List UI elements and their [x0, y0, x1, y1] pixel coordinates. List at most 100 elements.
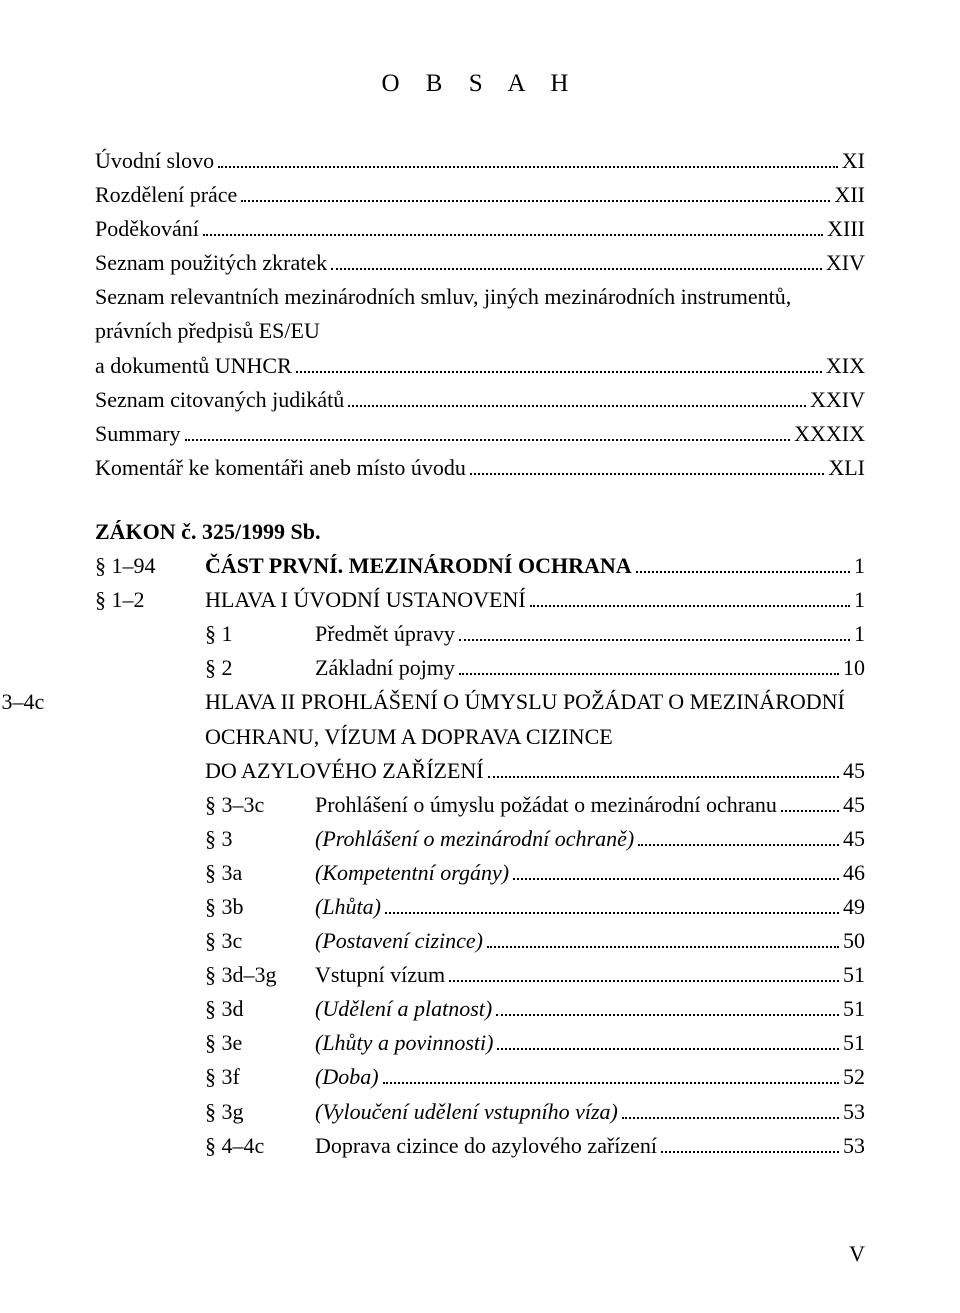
toc-leader [513, 858, 839, 880]
toc-text: (Vyloučení udělení vstupního víza) [315, 1095, 618, 1129]
toc-page: XXIV [810, 383, 865, 417]
toc-row: Seznam citovaných judikátů XXIV [95, 383, 865, 417]
toc-leader [638, 824, 839, 846]
toc-page: XXXIX [794, 417, 865, 451]
toc-page: 1 [854, 617, 865, 651]
toc-label: § 3–4c [95, 685, 205, 719]
toc-leader [497, 1029, 839, 1051]
toc-page: 52 [843, 1060, 865, 1094]
toc-text: (Lhůty a povinnosti) [315, 1026, 493, 1060]
toc-text: Komentář ke komentáři aneb místo úvodu [95, 451, 466, 485]
toc-text: HLAVA I ÚVODNÍ USTANOVENÍ [205, 583, 526, 617]
toc-leader [496, 994, 839, 1016]
toc-leader [331, 248, 822, 270]
toc-label: § 3–3c [205, 788, 315, 822]
toc-leader [530, 585, 850, 607]
toc-page: 51 [843, 992, 865, 1026]
toc-leader [241, 180, 830, 202]
toc-page: XIX [826, 349, 865, 383]
toc-text: Základní pojmy [315, 651, 455, 685]
toc-text: (Doba) [315, 1060, 379, 1094]
toc-row: § 3(Prohlášení o mezinárodní ochraně)45 [95, 822, 865, 856]
toc-row: Úvodní slovo XI [95, 144, 865, 178]
toc-leader [622, 1097, 839, 1119]
toc-label: § 1 [205, 617, 315, 651]
toc-row: § 3g(Vyloučení udělení vstupního víza)53 [95, 1095, 865, 1129]
toc-text: (Postavení cizince) [315, 924, 483, 958]
toc-row: § 4–4cDoprava cizince do azylového zaříz… [95, 1129, 865, 1163]
toc-row: § 3–3cProhlášení o úmyslu požádat o mezi… [95, 788, 865, 822]
toc-row: SummaryXXXIX [95, 417, 865, 451]
toc-leader [781, 790, 839, 812]
toc-text: Seznam použitých zkratek [95, 246, 327, 280]
toc-row: § 3e(Lhůty a povinnosti) 51 [95, 1026, 865, 1060]
toc-page: 53 [843, 1095, 865, 1129]
toc-page: 51 [843, 958, 865, 992]
toc-text: (Udělení a platnost) [315, 992, 492, 1026]
toc-text: (Lhůta) [315, 890, 381, 924]
toc-text: (Prohlášení o mezinárodní ochraně) [315, 822, 634, 856]
toc-text: ČÁST PRVNÍ. MEZINÁRODNÍ OCHRANA [205, 549, 632, 583]
toc-text: Doprava cizince do azylového zařízení [315, 1129, 657, 1163]
toc-row: § 3b(Lhůta)49 [95, 890, 865, 924]
toc-leader [449, 960, 839, 982]
toc-page: XII [834, 178, 865, 212]
toc-page: 1 [854, 549, 865, 583]
toc-page: 45 [843, 822, 865, 856]
toc-text: Seznam relevantních mezinárodních smluv,… [95, 284, 791, 343]
page: O B S A H Úvodní slovo XIRozdělení práceX… [0, 0, 960, 1313]
toc-label: § 1–94 [95, 549, 205, 583]
toc-label: § 1–2 [95, 583, 205, 617]
toc-row: § 1–94ČÁST PRVNÍ. MEZINÁRODNÍ OCHRANA 1 [95, 549, 865, 583]
toc-page: 50 [843, 924, 865, 958]
toc-text: Úvodní slovo [95, 144, 214, 178]
toc-text: Vstupní vízum [315, 958, 445, 992]
toc-label: § 2 [205, 651, 315, 685]
page-number-footer: V [849, 1241, 865, 1267]
toc-label: § 3f [205, 1060, 315, 1094]
toc-page: 45 [843, 788, 865, 822]
toc-leader [185, 419, 791, 441]
toc-label: § 4–4c [205, 1129, 315, 1163]
toc-label: § 3a [205, 856, 315, 890]
toc-page: XIV [826, 246, 865, 280]
toc-text: Seznam citovaných judikátů [95, 383, 344, 417]
toc-text: Prohlášení o úmyslu požádat o mezinárodn… [315, 788, 777, 822]
toc-page: XI [842, 144, 865, 178]
toc-leader [487, 926, 839, 948]
toc-label: § 3c [205, 924, 315, 958]
toc-text: Poděkování [95, 212, 199, 246]
entries-block: § 1–94ČÁST PRVNÍ. MEZINÁRODNÍ OCHRANA1§ … [95, 549, 865, 1163]
toc-text-tail: a dokumentů UNHCR [95, 349, 292, 383]
law-heading-line: ZÁKON č. 325/1999 Sb. [95, 515, 865, 549]
page-title: O B S A H [95, 70, 865, 98]
toc-page: 49 [843, 890, 865, 924]
toc-leader [296, 351, 822, 373]
toc-row: Rozdělení práceXII [95, 178, 865, 212]
toc-row: Seznam použitých zkratek XIV [95, 246, 865, 280]
toc-text: Předmět úpravy [315, 617, 455, 651]
toc-page: XIII [827, 212, 865, 246]
toc-leader [383, 1063, 839, 1085]
toc-leader [203, 214, 823, 236]
toc-page: 10 [843, 651, 865, 685]
toc-leader [636, 551, 850, 573]
toc-row: § 1–2HLAVA I ÚVODNÍ USTANOVENÍ1 [95, 583, 865, 617]
toc-page: XLI [828, 451, 865, 485]
toc-label: § 3e [205, 1026, 315, 1060]
toc-page: 45 [843, 754, 865, 788]
toc-text-tail: DO AZYLOVÉHO ZAŘÍZENÍ [205, 754, 484, 788]
toc-page: 51 [843, 1026, 865, 1060]
toc-row: § 1Předmět úpravy 1 [95, 617, 865, 651]
toc-leader [459, 619, 850, 641]
toc-leader [661, 1131, 839, 1153]
toc-row: § 3a(Kompetentní orgány)46 [95, 856, 865, 890]
toc-row: § 3d–3gVstupní vízum 51 [95, 958, 865, 992]
toc-leader [470, 453, 824, 475]
frontmatter-block: Úvodní slovo XIRozdělení práceXIIPoděková… [95, 144, 865, 485]
toc-row: § 3c(Postavení cizince) 50 [95, 924, 865, 958]
law-heading: ZÁKON č. 325/1999 Sb. [95, 515, 321, 549]
toc-text: (Kompetentní orgány) [315, 856, 509, 890]
toc-text: HLAVA II PROHLÁŠENÍ O ÚMYSLU POŽÁDAT O M… [205, 689, 845, 748]
toc-label: § 3d–3g [205, 958, 315, 992]
